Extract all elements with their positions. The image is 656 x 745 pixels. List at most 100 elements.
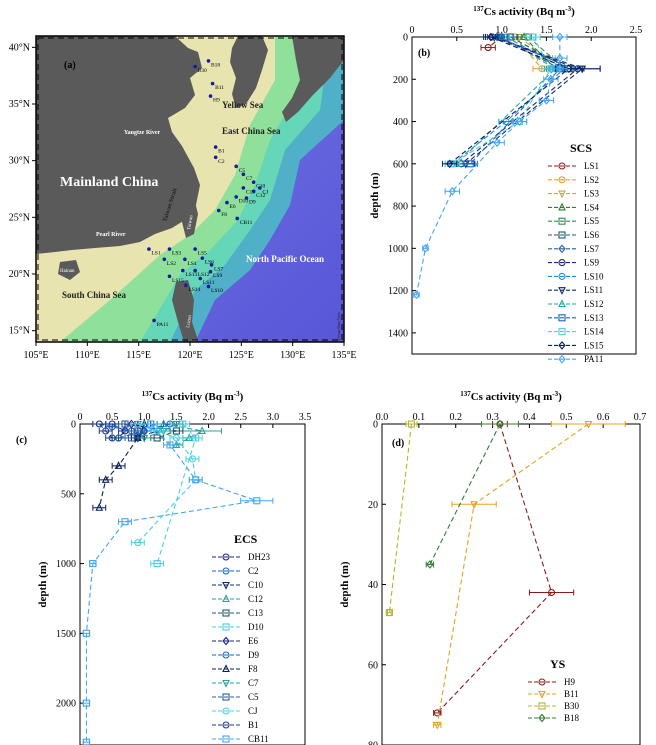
data-point bbox=[222, 553, 230, 561]
data-point bbox=[115, 434, 123, 442]
series-line bbox=[449, 36, 570, 165]
series-DH23 bbox=[105, 420, 132, 442]
data-point bbox=[222, 735, 230, 743]
series-line bbox=[460, 36, 579, 165]
series-CB11 bbox=[82, 420, 274, 745]
data-point bbox=[569, 64, 578, 74]
station-label: B18 bbox=[211, 62, 220, 68]
data-point bbox=[498, 33, 506, 41]
data-point bbox=[172, 434, 180, 442]
legend-entry: LS15 bbox=[584, 340, 604, 350]
data-point bbox=[520, 32, 528, 41]
label-north-pacific: North Pacific Ocean bbox=[246, 254, 324, 264]
station-dot bbox=[193, 247, 197, 251]
panel-label: (b) bbox=[418, 48, 430, 59]
station-dot bbox=[181, 268, 185, 273]
data-point bbox=[222, 636, 230, 646]
y-axis-label: depth (m) bbox=[37, 561, 49, 607]
data-point bbox=[140, 427, 148, 435]
data-point bbox=[538, 678, 546, 686]
series-C10 bbox=[130, 420, 165, 443]
data-point bbox=[153, 427, 161, 435]
x-tick-label: 1.0 bbox=[138, 412, 151, 423]
station-label: LS6 bbox=[205, 260, 214, 266]
series-C12 bbox=[156, 419, 222, 448]
series-B30 bbox=[385, 420, 418, 617]
data-point bbox=[496, 33, 504, 41]
data-point bbox=[507, 33, 515, 41]
data-point bbox=[515, 117, 524, 126]
legend-entry: LS14 bbox=[584, 327, 604, 337]
label-luzon: Luzon bbox=[186, 314, 193, 328]
data-point bbox=[529, 33, 537, 41]
legend-entry: B11 bbox=[564, 689, 579, 699]
legend-entry: LS13 bbox=[584, 313, 604, 323]
station-label: B30 bbox=[198, 68, 207, 74]
data-point bbox=[185, 433, 194, 442]
data-point bbox=[222, 594, 230, 603]
data-point bbox=[114, 461, 123, 469]
data-point bbox=[558, 287, 566, 295]
data-point bbox=[538, 702, 546, 710]
station-dot bbox=[167, 247, 172, 251]
station-label: LS12 bbox=[198, 272, 210, 278]
station-dot bbox=[213, 145, 218, 149]
data-point bbox=[560, 65, 568, 73]
y-tick-label: 2000 bbox=[56, 699, 76, 710]
series-line bbox=[451, 36, 566, 165]
series-line bbox=[137, 423, 159, 439]
x-tick-label: 1.5 bbox=[540, 25, 553, 36]
station-dot bbox=[193, 268, 197, 273]
data-point bbox=[558, 231, 566, 239]
station-dot bbox=[206, 59, 211, 63]
japan bbox=[282, 36, 344, 122]
series-H9 bbox=[433, 420, 575, 717]
series-PA11 bbox=[412, 32, 568, 300]
legend-entry: H9 bbox=[564, 677, 575, 687]
y-tick-label: 40 bbox=[368, 580, 378, 591]
data-point bbox=[496, 419, 504, 429]
legend-entry: B1 bbox=[248, 720, 259, 730]
map-lat-label: 20°N bbox=[9, 269, 30, 280]
data-point bbox=[140, 426, 149, 436]
station-dot bbox=[213, 155, 218, 160]
station-label: C5 bbox=[239, 168, 246, 174]
x-tick-label: 0.5 bbox=[106, 412, 119, 423]
series-line bbox=[528, 36, 565, 70]
map-lat-label: 15°N bbox=[9, 326, 30, 337]
data-point bbox=[147, 420, 155, 428]
data-point bbox=[147, 420, 155, 428]
chart-title: 137Cs activity (Bq m-3) bbox=[142, 390, 244, 403]
legend-entry: LS9 bbox=[584, 258, 600, 268]
legend-entry: LS1 bbox=[584, 161, 599, 171]
data-point bbox=[153, 560, 161, 568]
data-point bbox=[134, 420, 142, 428]
data-point bbox=[253, 497, 261, 505]
series-F8 bbox=[92, 419, 152, 511]
x-tick-label: 0.7 bbox=[634, 412, 647, 423]
series-LS9 bbox=[447, 33, 601, 168]
station-dot bbox=[152, 318, 156, 323]
legend-entry: LS12 bbox=[584, 299, 604, 309]
series-LS14 bbox=[444, 33, 561, 168]
legend-entry: E6 bbox=[248, 636, 258, 646]
series-line bbox=[487, 36, 502, 48]
station-dot bbox=[208, 94, 213, 98]
data-point bbox=[166, 441, 174, 449]
label-yangtze: Yangtze River bbox=[124, 130, 160, 136]
data-point bbox=[421, 243, 430, 253]
series-C5 bbox=[118, 420, 145, 442]
data-point bbox=[134, 539, 142, 547]
station-dot bbox=[209, 263, 214, 267]
series-line bbox=[99, 423, 132, 432]
data-point bbox=[558, 328, 566, 336]
legend-title: SCS bbox=[570, 141, 592, 155]
station-label: LS13 bbox=[185, 272, 197, 278]
data-point bbox=[82, 629, 90, 637]
station-label: D9 bbox=[249, 200, 256, 206]
data-point bbox=[538, 65, 546, 73]
x-tick-label: 1.5 bbox=[170, 412, 183, 423]
data-point bbox=[493, 138, 501, 148]
y-tick-label: 600 bbox=[393, 159, 408, 170]
legend-entry: PA11 bbox=[584, 354, 603, 364]
